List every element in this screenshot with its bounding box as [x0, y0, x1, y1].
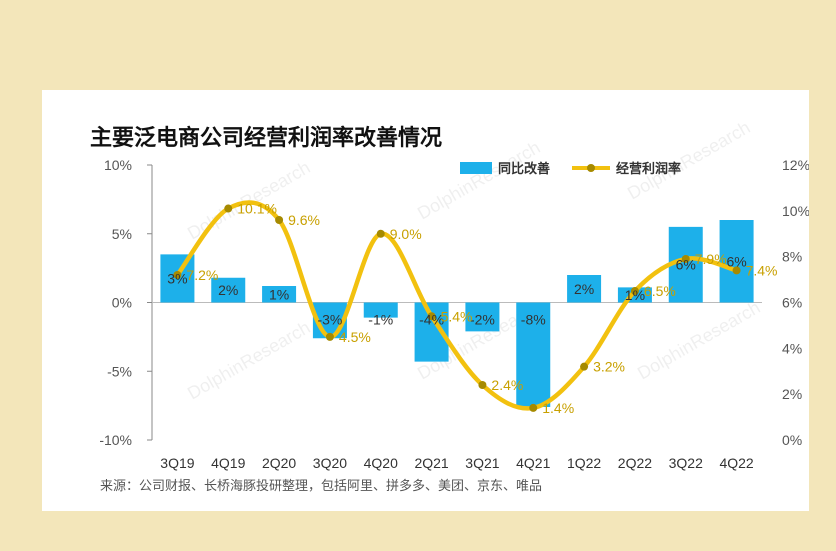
- watermark-text: DolphinResearch: [634, 297, 764, 383]
- bar-value-label: 2%: [218, 282, 238, 298]
- right-tick-label: 4%: [782, 340, 802, 356]
- right-tick-label: 0%: [782, 432, 802, 448]
- bar-value-label: 6%: [726, 253, 746, 269]
- legend: 同比改善 经营利润率: [460, 161, 681, 177]
- line-point: [732, 266, 741, 275]
- category-label: 2Q20: [262, 455, 296, 471]
- left-tick-label: -5%: [107, 363, 132, 379]
- watermark-text: DolphinResearch: [184, 317, 314, 403]
- left-tick-label: 5%: [112, 226, 132, 242]
- category-label: 3Q19: [160, 455, 194, 471]
- line-value-label: 2.4%: [491, 377, 523, 393]
- chart-title: 主要泛电商公司经营利润率改善情况: [90, 125, 442, 151]
- data-labels: 3% 2% 1% -3% -1% -4% -2% -8% 2% 1% 6% 6% 7.2% 10.1% 9.…: [167, 201, 777, 416]
- line-point: [630, 287, 639, 296]
- bar-value-label: 6%: [676, 257, 696, 273]
- left-tick-label: 10%: [104, 157, 132, 173]
- legend-bar-label: 同比改善: [498, 161, 550, 177]
- bar-value-label: 1%: [269, 286, 289, 302]
- bar: [567, 275, 602, 303]
- line-value-label: 7.2%: [186, 267, 218, 283]
- axes: 10% 5% 0% -5% -10% 12% 10% 8% 6% 4% 2% 0% 3Q19 4Q19 2Q…: [99, 157, 809, 471]
- right-tick-label: 6%: [782, 295, 802, 311]
- legend-line-marker: [587, 164, 595, 172]
- watermark-text: DolphinResearch: [624, 117, 754, 203]
- line-point: [325, 332, 334, 341]
- category-label: 4Q21: [516, 455, 550, 471]
- right-tick-label: 10%: [782, 203, 809, 219]
- chart: DolphinResearch DolphinResearch DolphinRes…: [90, 117, 809, 494]
- line-value-label: 1.4%: [542, 400, 574, 416]
- bar: [211, 277, 246, 303]
- legend-line-label: 经营利润率: [616, 161, 681, 177]
- line-point: [427, 312, 436, 321]
- line-point: [529, 403, 538, 412]
- bar-value-label: -3%: [317, 312, 342, 328]
- line-value-label: 7.4%: [746, 262, 778, 278]
- line-value-label: 6.5%: [644, 283, 676, 299]
- bar: [262, 286, 297, 303]
- category-label: 2Q22: [618, 455, 652, 471]
- line-value-label: 7.9%: [695, 251, 727, 267]
- line-point: [173, 271, 182, 279]
- line-point: [376, 229, 385, 238]
- bar-value-label: 2%: [574, 281, 594, 297]
- line-value-label: 10.1%: [237, 201, 277, 217]
- line-value-label: 5.4%: [441, 308, 473, 324]
- left-tick-label: 0%: [112, 295, 132, 311]
- category-label: 4Q22: [719, 455, 753, 471]
- bar: [516, 302, 551, 407]
- category-label: 1Q22: [567, 455, 601, 471]
- line-point: [275, 216, 284, 224]
- line-value-label: 9.6%: [288, 212, 320, 228]
- bar-value-label: 3%: [167, 270, 187, 286]
- right-tick-label: 8%: [782, 249, 802, 265]
- bar-value-label: -4%: [419, 312, 444, 328]
- category-label: 2Q21: [414, 455, 448, 471]
- line-point: [580, 362, 589, 371]
- category-label: 4Q20: [364, 455, 398, 471]
- line-point: [681, 254, 690, 263]
- category-label: 4Q19: [211, 455, 245, 471]
- bar: [719, 220, 754, 303]
- category-label: 3Q20: [313, 455, 347, 471]
- line-value-label: 9.0%: [390, 226, 422, 242]
- line-value-label: 4.5%: [339, 329, 371, 345]
- legend-bar-swatch: [460, 162, 492, 174]
- bar-value-label: -8%: [521, 312, 546, 328]
- category-label: 3Q22: [669, 455, 703, 471]
- bar-value-label: -2%: [470, 312, 495, 328]
- left-tick-label: -10%: [99, 432, 132, 448]
- line-point: [224, 204, 233, 213]
- category-label: 3Q21: [465, 455, 499, 471]
- source-note: 来源：公司财报、长桥海豚投研整理，包括阿里、拼多多、美团、京东、唯品: [100, 478, 542, 494]
- chart-card: DolphinResearch DolphinResearch DolphinRes…: [42, 90, 809, 511]
- bar-value-label: 1%: [625, 287, 645, 303]
- line-point: [478, 381, 487, 389]
- bar: [465, 302, 500, 332]
- right-tick-label: 12%: [782, 157, 809, 173]
- right-tick-label: 2%: [782, 386, 802, 402]
- line-value-label: 3.2%: [593, 359, 625, 375]
- bar-value-label: -1%: [368, 312, 393, 328]
- line-series: [173, 200, 741, 412]
- bar: [363, 302, 398, 318]
